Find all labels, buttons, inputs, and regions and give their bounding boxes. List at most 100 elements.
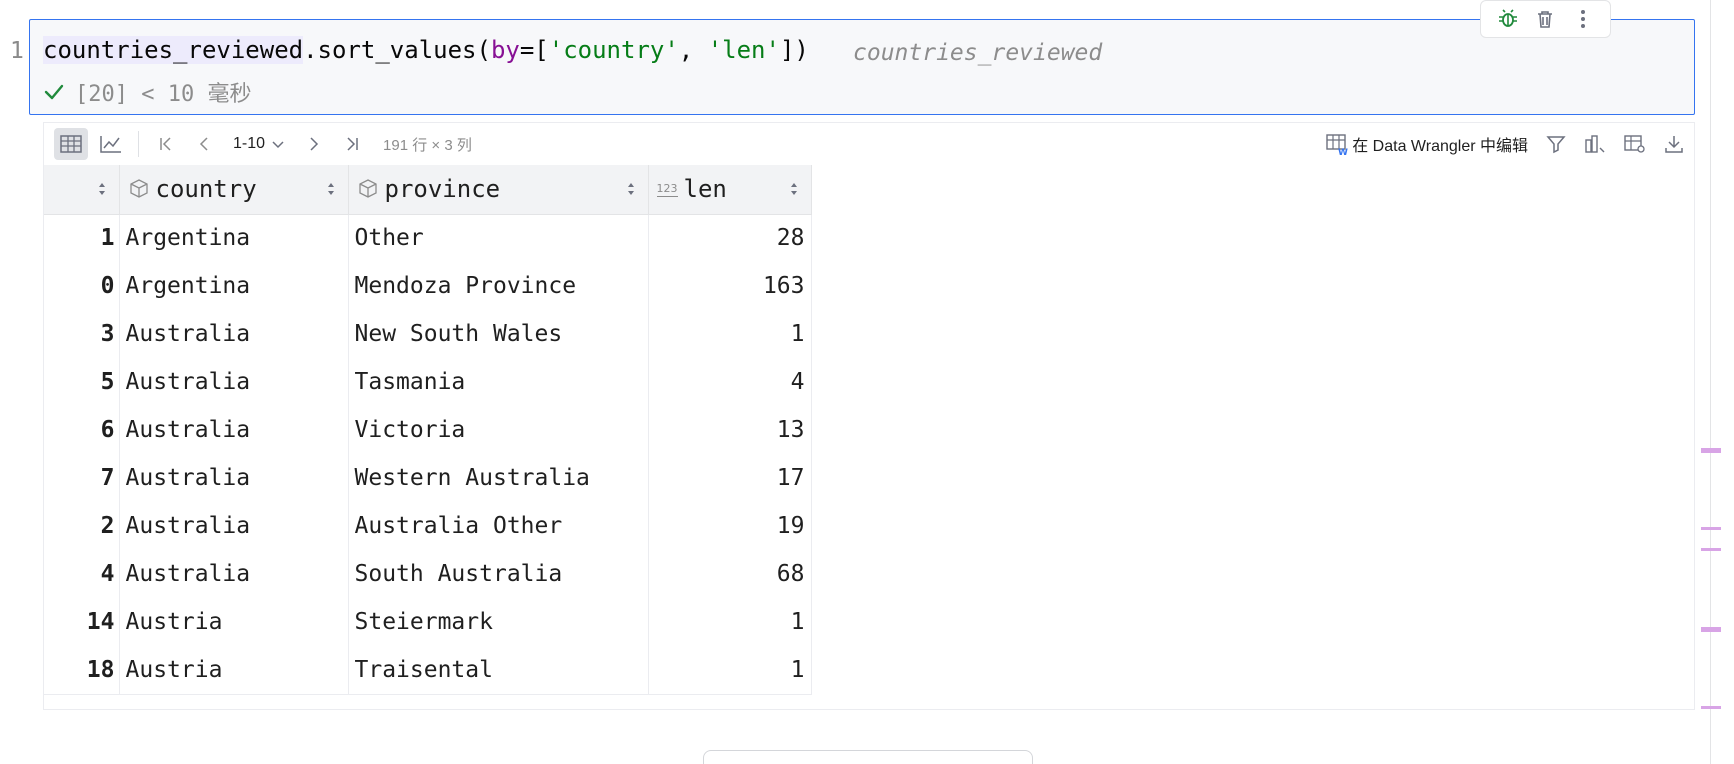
country-cell[interactable]: Australia [119,358,349,406]
len-cell[interactable]: 19 [648,502,812,550]
len-cell[interactable]: 28 [648,214,812,262]
row-index-cell[interactable]: 0 [44,262,120,310]
table-row[interactable]: 6 Australia Victoria 13 [44,406,812,454]
column-settings-button[interactable] [1584,128,1606,160]
country-cell[interactable]: Argentina [119,262,349,310]
chevron-left-icon [199,137,208,151]
columns-icon [1585,135,1605,153]
table-view-button[interactable] [54,128,88,160]
column-header-province[interactable]: province [348,165,649,215]
more-button[interactable] [1569,5,1597,33]
debug-button[interactable] [1494,5,1522,33]
chart-view-button[interactable] [94,128,128,160]
column-name: len [683,175,727,204]
len-cell[interactable]: 1 [648,310,812,358]
country-cell[interactable]: Australia [119,406,349,454]
len-cell[interactable]: 4 [648,358,812,406]
bottom-floating-bar[interactable] [703,750,1033,764]
code-editor-line[interactable]: countries_reviewed.sort_values(by=['coun… [43,36,809,64]
country-cell[interactable]: Australia [119,310,349,358]
sort-icon [98,183,105,195]
page-range: 1-10 [233,135,266,152]
data-wrangler-button[interactable]: W 在 Data Wrangler 中编辑 [1326,132,1528,156]
chevron-down-icon [272,141,284,149]
editor-scrollbar[interactable] [1710,0,1711,764]
filter-button[interactable] [1546,128,1566,160]
column-header-country[interactable]: country [119,165,349,215]
data-wrangler-icon: W [1326,134,1348,155]
code-keyword: by [490,36,520,64]
view-table-button[interactable] [1624,128,1646,160]
change-marker [1701,706,1721,709]
province-cell[interactable]: Other [348,214,649,262]
table-row[interactable]: 2 Australia Australia Other 19 [44,502,812,550]
table-row[interactable]: 7 Australia Western Australia 17 [44,454,812,502]
table-row[interactable]: 0 Argentina Mendoza Province 163 [44,262,812,310]
row-index-cell[interactable]: 5 [44,358,120,406]
table-row[interactable]: 5 Australia Tasmania 4 [44,358,812,406]
len-cell[interactable]: 1 [648,598,812,646]
country-cell[interactable]: Australia [119,502,349,550]
row-index-cell[interactable]: 3 [44,310,120,358]
country-cell[interactable]: Austria [119,598,349,646]
change-marker [1701,448,1721,453]
len-cell[interactable]: 1 [648,646,812,695]
first-page-icon [160,137,171,151]
column-name: province [384,175,501,204]
first-page-button[interactable] [151,128,181,160]
code-string-country: 'country' [548,36,679,64]
execution-time: [20] < 10 毫秒 [75,82,252,107]
code-method: .sort_values( [303,36,491,64]
row-index-cell[interactable]: 18 [44,646,120,695]
table-icon [60,135,82,153]
index-column-header[interactable] [44,165,120,215]
len-cell[interactable]: 68 [648,550,812,598]
output-right-tools: W 在 Data Wrangler 中编辑 [1326,123,1684,165]
province-cell[interactable]: New South Wales [348,310,649,358]
line-chart-icon [100,136,121,153]
page-range-select[interactable]: 1-10 [233,135,285,153]
province-cell[interactable]: South Australia [348,550,649,598]
table-row[interactable]: 3 Australia New South Wales 1 [44,310,812,358]
row-index-cell[interactable]: 7 [44,454,120,502]
change-marker [1701,527,1721,530]
len-cell[interactable]: 13 [648,406,812,454]
row-index-cell[interactable]: 6 [44,406,120,454]
row-index-cell[interactable]: 2 [44,502,120,550]
country-cell[interactable]: Austria [119,646,349,695]
output-toolbar: 1-10 191 行 × 3 列 W 在 Data Wrangler 中编辑 [44,123,1694,165]
prev-page-button[interactable] [189,128,219,160]
line-number: 1 [10,38,24,64]
len-cell[interactable]: 163 [648,262,812,310]
len-cell[interactable]: 17 [648,454,812,502]
table-row[interactable]: 1 Argentina Other 28 [44,214,812,262]
column-name: country [155,175,257,204]
country-cell[interactable]: Argentina [119,214,349,262]
province-cell[interactable]: Steiermark [348,598,649,646]
row-index-cell[interactable]: 14 [44,598,120,646]
table-row[interactable]: 18 Austria Traisental 1 [44,646,812,695]
province-cell[interactable]: Victoria [348,406,649,454]
column-header-len[interactable]: 123 len [648,165,812,215]
country-cell[interactable]: Australia [119,454,349,502]
province-cell[interactable]: Australia Other [348,502,649,550]
row-index-cell[interactable]: 4 [44,550,120,598]
change-marker [1701,548,1721,551]
province-cell[interactable]: Tasmania [348,358,649,406]
province-cell[interactable]: Traisental [348,646,649,695]
province-cell[interactable]: Western Australia [348,454,649,502]
code-cell[interactable]: countries_reviewed.sort_values(by=['coun… [29,19,1695,115]
last-page-button[interactable] [337,128,367,160]
code-string-len: 'len' [707,36,780,64]
check-icon [44,84,64,100]
next-page-button[interactable] [299,128,329,160]
row-index-cell[interactable]: 1 [44,214,120,262]
country-cell[interactable]: Australia [119,550,349,598]
province-cell[interactable]: Mendoza Province [348,262,649,310]
table-row[interactable]: 14 Austria Steiermark 1 [44,598,812,646]
download-button[interactable] [1664,128,1684,160]
object-type-icon [358,179,377,198]
delete-cell-button[interactable] [1531,5,1559,33]
last-page-icon [347,137,358,151]
table-row[interactable]: 4 Australia South Australia 68 [44,550,812,598]
